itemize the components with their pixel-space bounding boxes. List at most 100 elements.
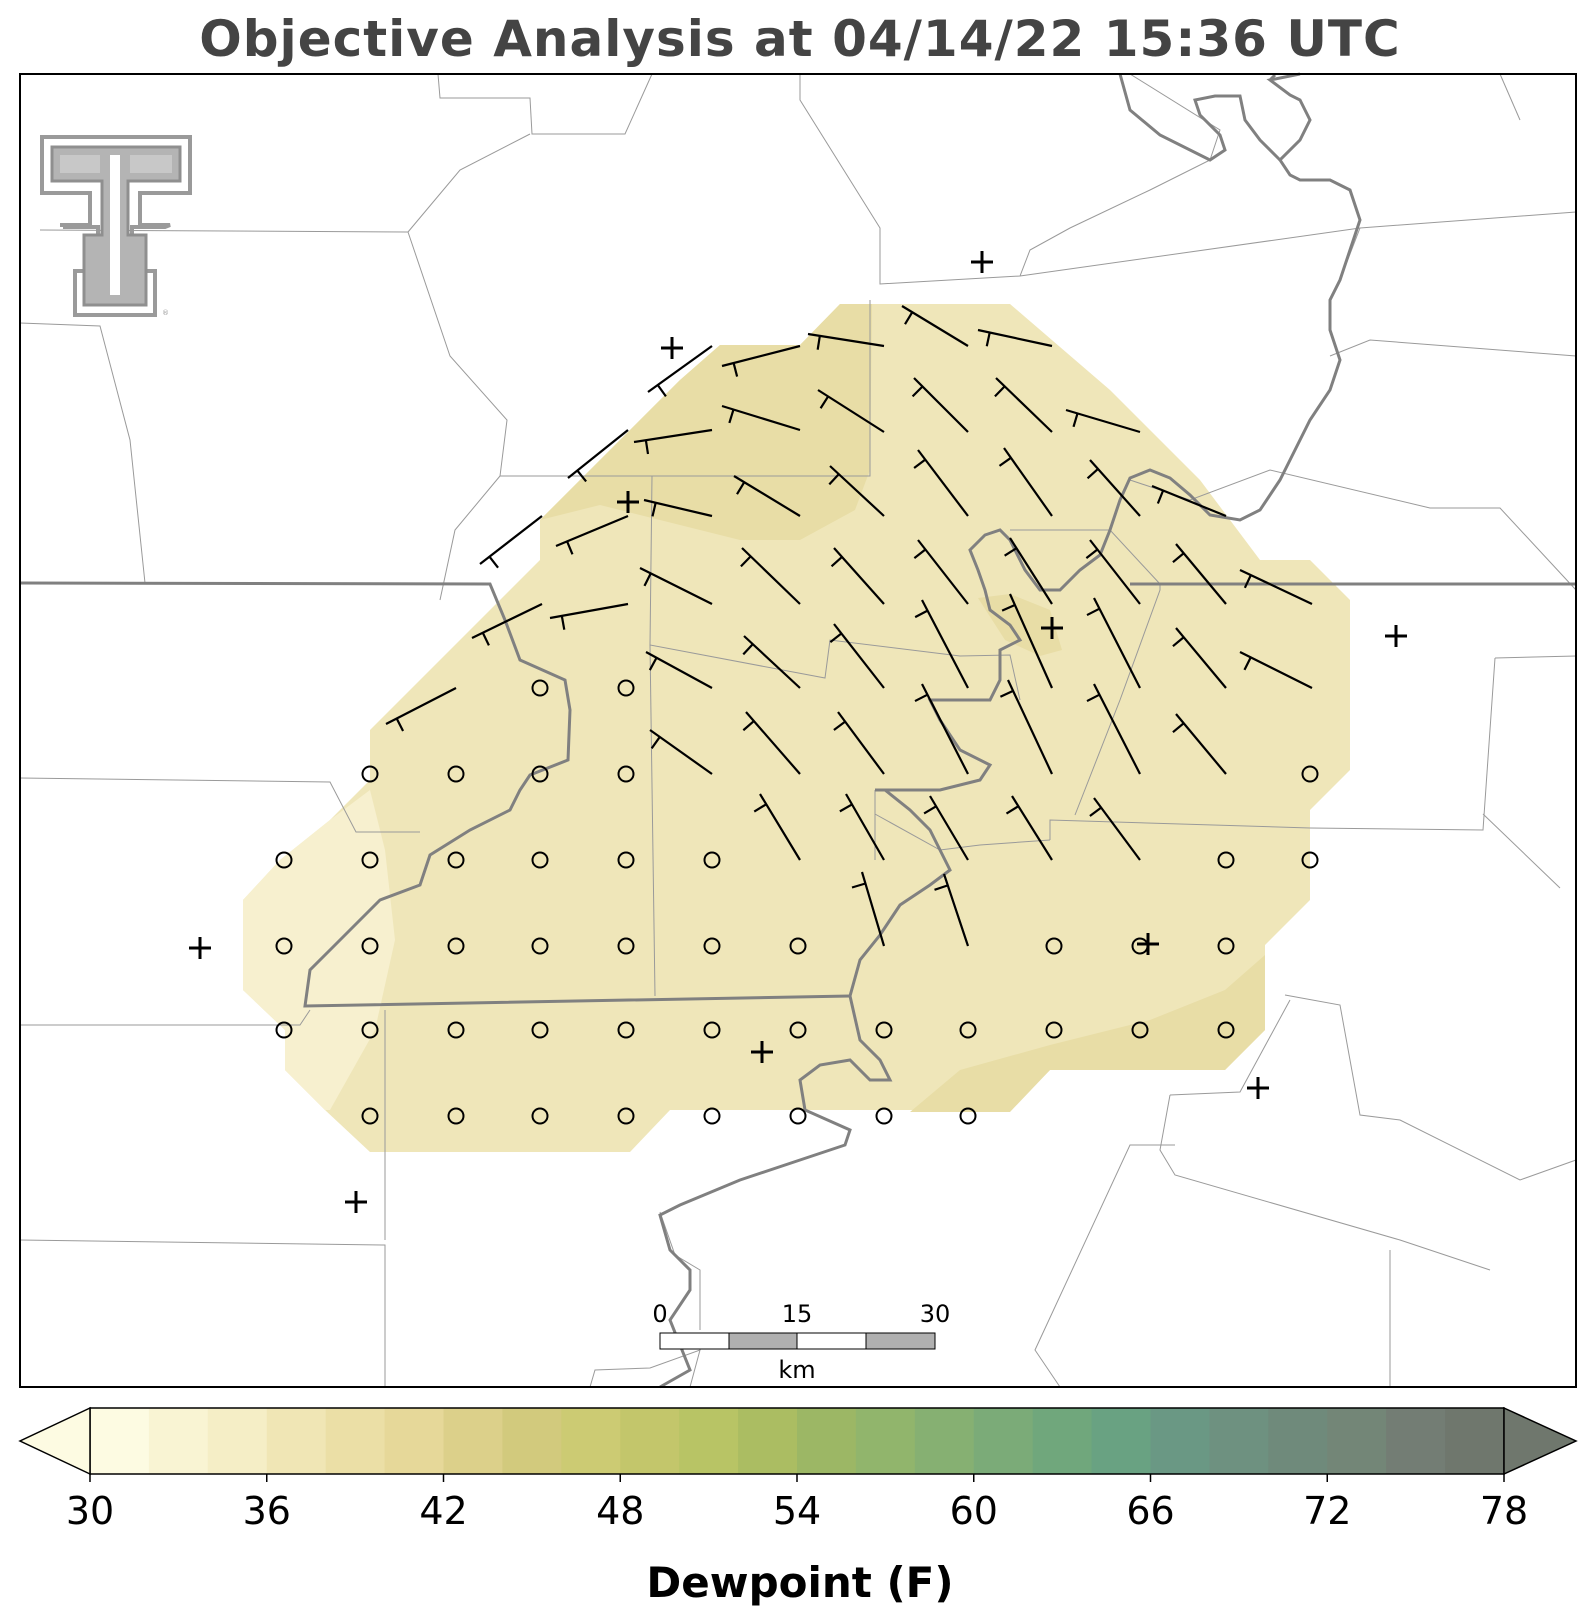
colorbar-cell — [90, 1408, 150, 1474]
wind-barb-shaft — [1003, 447, 1053, 517]
wind-barb-shaft — [549, 602, 629, 620]
scale-bar: 0 15 30 km — [652, 1300, 950, 1384]
calm-station — [789, 1021, 807, 1039]
wind-barb-flag — [1243, 574, 1252, 589]
colorbar-tick-label: 36 — [243, 1489, 291, 1533]
wind-barb-shaft — [921, 683, 969, 775]
calm-station — [275, 851, 293, 869]
wind-barb-shaft — [759, 793, 801, 861]
wind-barb-shaft — [917, 449, 969, 517]
wind-barb-flag — [998, 456, 1012, 467]
calm-station — [789, 937, 807, 955]
calm-station — [531, 851, 549, 869]
wind-barb-shaft — [1239, 651, 1313, 689]
calm-station — [789, 1107, 807, 1125]
calm-station — [361, 937, 379, 955]
wind-barb-flag — [728, 409, 735, 424]
colorbar-cell — [620, 1408, 680, 1474]
colorbar-cell — [1386, 1408, 1446, 1474]
dewpoint-dark-region-se — [910, 955, 1265, 1112]
colorbar-under-arrow — [18, 1406, 91, 1476]
colorbar-cell — [738, 1408, 798, 1474]
wind-barb-shaft — [833, 623, 885, 689]
colorbar-tick-label: 48 — [596, 1489, 644, 1533]
wind-barb-shaft — [1007, 679, 1053, 775]
colorbar-cell — [973, 1408, 1034, 1474]
calm-stations — [275, 679, 1319, 1125]
wind-barb-flag — [828, 473, 840, 486]
colorbar-tick-label: 30 — [66, 1489, 114, 1533]
wind-barb-flag — [560, 615, 566, 630]
wind-barb-shaft — [1093, 683, 1141, 775]
colorbar-tick-label: 54 — [773, 1489, 821, 1533]
calm-station — [617, 1021, 635, 1039]
wind-barb-flag — [985, 332, 991, 347]
wind-barb-shaft — [1093, 797, 1141, 861]
wind-barb-flag — [651, 502, 657, 517]
wind-barb-flag — [851, 882, 866, 889]
colorbar-cell — [855, 1408, 916, 1474]
wind-barb-flag — [1156, 490, 1165, 504]
wind-barb-shaft — [1093, 597, 1141, 689]
wind-barb-flag — [742, 720, 755, 732]
wind-barb-flag — [829, 632, 843, 643]
colorbar-cell — [1150, 1408, 1211, 1474]
station-plus-marker — [751, 1041, 773, 1063]
wind-barb-flag — [1172, 722, 1185, 734]
calm-station — [1131, 1021, 1149, 1039]
wind-barb-flag — [994, 385, 1006, 398]
colorbar-cells — [89, 1407, 1505, 1475]
station-plus-marker — [345, 1191, 367, 1213]
calm-station — [875, 1021, 893, 1039]
wind-barb-flag — [1086, 693, 1100, 703]
colorbar-cell — [443, 1408, 504, 1474]
colorbar-ticks: 30 36 42 48 54 60 66 72 78 — [66, 1474, 1528, 1533]
calm-station — [447, 937, 465, 955]
wind-barb-flag — [1086, 468, 1099, 480]
station-plus-marker — [1385, 625, 1407, 647]
scale-label-15: 15 — [782, 1300, 813, 1328]
colorbar-label: Dewpoint (F) — [646, 1558, 954, 1607]
wind-barb-flag — [650, 736, 661, 749]
wind-barb-flag — [914, 609, 929, 619]
calm-station — [617, 851, 635, 869]
wind-barb-flag — [753, 803, 767, 813]
calm-station — [531, 1021, 549, 1039]
wind-barbs — [385, 305, 1313, 947]
wind-barb-flag — [830, 556, 843, 568]
wind-barb-shaft — [633, 428, 713, 444]
wind-barb-flag — [566, 540, 574, 555]
colorbar-cell — [797, 1408, 857, 1474]
dewpoint-dark-region — [540, 304, 872, 540]
wind-barb-flag — [923, 805, 937, 815]
colorbar-cell — [1032, 1408, 1093, 1474]
wind-barb-flag — [643, 572, 652, 587]
wind-barb-flag — [1243, 656, 1252, 671]
calm-station — [275, 1021, 293, 1039]
calm-station — [703, 1107, 721, 1125]
wind-barb-flag — [576, 469, 587, 483]
wind-barb-shaft — [745, 711, 801, 775]
calm-station — [1045, 1021, 1063, 1039]
wind-barb-shaft — [837, 711, 885, 775]
calm-station — [1217, 1021, 1235, 1039]
calm-station — [875, 1107, 893, 1125]
calm-station — [703, 937, 721, 955]
wind-barb-shaft — [1151, 484, 1227, 518]
wind-barb-shaft — [639, 567, 713, 605]
colorbar-tick-label: 42 — [419, 1489, 467, 1533]
calm-station — [959, 1107, 977, 1125]
calm-station — [617, 765, 635, 783]
wind-barb-flag — [644, 440, 650, 455]
station-plus-marker — [1041, 617, 1063, 639]
colorbar-cell — [1091, 1408, 1152, 1474]
wind-barb-flag — [648, 657, 658, 671]
wind-barb-flag — [732, 362, 739, 377]
wind-barb-flag — [742, 643, 754, 656]
colorbar-cell — [266, 1408, 327, 1474]
calm-station — [1217, 937, 1235, 955]
wind-barb-shaft — [1089, 459, 1141, 517]
wind-barb-flag — [1086, 607, 1100, 617]
wind-barb-flag — [913, 458, 926, 469]
